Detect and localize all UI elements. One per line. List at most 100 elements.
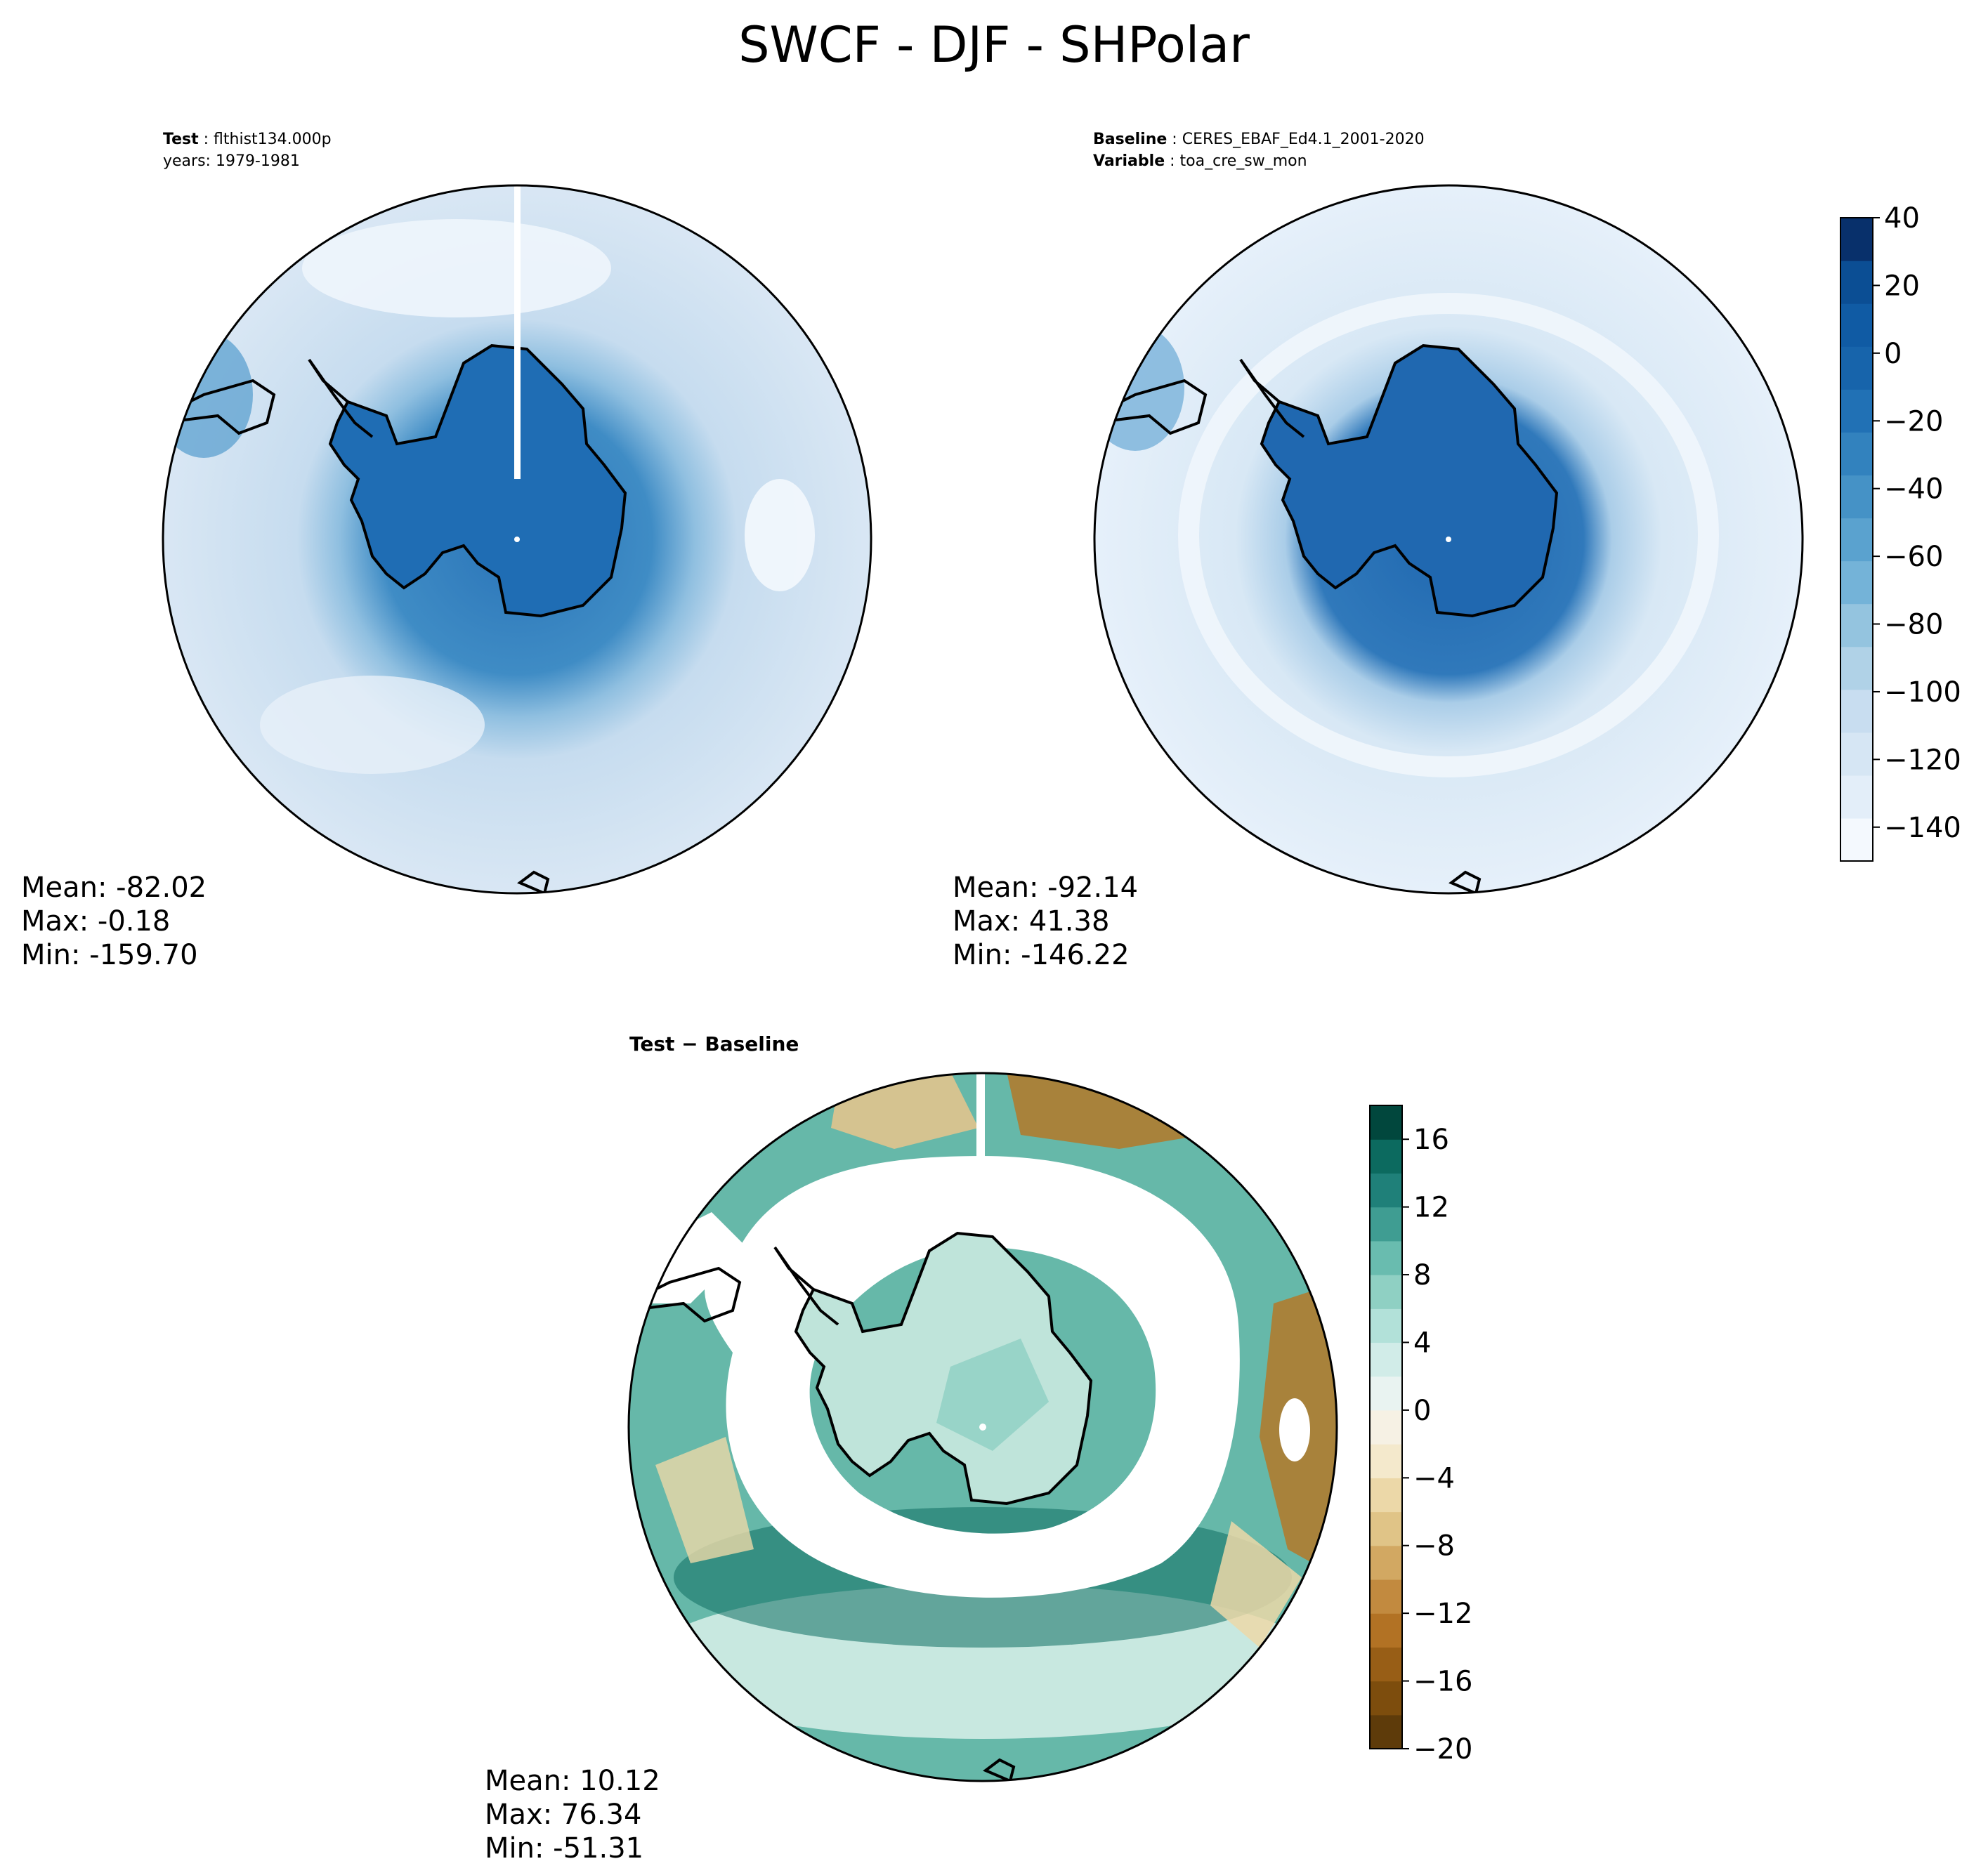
baseline-label: Baseline (1093, 131, 1168, 148)
colorbar-tick-label: 4 (1413, 1327, 1431, 1359)
test-years: years: 1979-1981 (163, 152, 300, 170)
pole-marker (979, 1424, 986, 1431)
colorbar-tick-label: −80 (1884, 609, 1943, 641)
colorbar-main-swatches (1840, 218, 1873, 862)
antarctic-peninsula (773, 1246, 839, 1326)
colorbar-swatch (1840, 432, 1873, 475)
baseline-header: Baseline : CERES_EBAF_Ed4.1_2001-2020 (1093, 131, 1425, 148)
diff-max: Max: 76.34 (485, 1799, 642, 1831)
colorbar-swatch (1370, 1376, 1402, 1411)
south-island (983, 1758, 1016, 1781)
test-stats: Mean: -82.02 Max: -0.18 Min: -159.70 (21, 871, 207, 972)
colorbar-swatch (1370, 1275, 1402, 1309)
antarctica (794, 1231, 1093, 1506)
colorbar-swatch (1370, 1308, 1402, 1343)
diff-title: Test − Baseline (629, 1032, 799, 1056)
colorbar-tick-label: −120 (1884, 744, 1961, 776)
colorbar-swatch (1370, 1173, 1402, 1208)
baseline-pale-ring (1178, 293, 1719, 777)
test-pale-patch (302, 219, 611, 317)
colorbar-swatch (1370, 1409, 1402, 1445)
baseline-max: Max: 41.38 (953, 905, 1110, 938)
test-pale-patch-east (745, 479, 815, 591)
colorbar-swatch (1370, 1613, 1402, 1648)
antarctic-peninsula (308, 358, 374, 438)
missing-data-stripe (976, 1073, 985, 1163)
colorbar-swatch (1370, 1342, 1402, 1377)
baseline-variable-row: Variable : toa_cre_sw_mon (1093, 152, 1307, 170)
diff-min: Min: -51.31 (485, 1832, 644, 1865)
colorbar-diff-swatches (1370, 1105, 1402, 1749)
colorbar-swatch (1840, 817, 1873, 862)
colorbar-tick-label: −20 (1413, 1733, 1472, 1766)
test-header: Test : flthist134.000p (163, 131, 332, 148)
test-mean: Mean: -82.02 (21, 872, 207, 904)
diff-antarctica-patch (936, 1339, 1049, 1451)
colorbar-swatch (1840, 303, 1873, 347)
colorbar-swatch (1840, 389, 1873, 433)
colorbar-tick-label: 0 (1884, 338, 1902, 370)
colorbar-tick-label: −100 (1884, 676, 1961, 709)
figure-title: SWCF - DJF - SHPolar (738, 16, 1250, 74)
south-island (1449, 870, 1482, 893)
colorbar-tick-label: −16 (1413, 1666, 1472, 1698)
colorbar-tick-label: 0 (1413, 1395, 1431, 1427)
test-max: Max: -0.18 (21, 905, 171, 938)
colorbar-diff-ticks: 16 12 8 4 0 −4 −8 −12 −16 −20 (1402, 1124, 1472, 1766)
diff-tan-east (1210, 1521, 1302, 1648)
colorbar-swatch (1840, 475, 1873, 519)
baseline-variable: toa_cre_sw_mon (1179, 152, 1307, 170)
test-name: flthist134.000p (214, 131, 332, 148)
colorbar-swatch (1840, 346, 1873, 390)
baseline-stats: Mean: -92.14 Max: 41.38 Min: -146.22 (953, 871, 1138, 972)
colorbar-main-ticks: 40 20 0 −20 −40 −60 −80 −100 −120 −140 (1873, 202, 1961, 844)
colorbar-swatch (1840, 518, 1873, 562)
colorbar-swatch (1370, 1681, 1402, 1716)
colorbar-tick-label: −8 (1413, 1530, 1455, 1563)
colorbar-main: 40 20 0 −20 −40 −60 −80 −100 −120 −140 (1840, 202, 1961, 862)
colorbar-tick-label: 20 (1884, 270, 1920, 302)
colorbar-swatch (1840, 603, 1873, 648)
colorbar-tick-label: 40 (1884, 202, 1920, 235)
colorbar-tick-label: 16 (1413, 1124, 1449, 1156)
colorbar-swatch (1840, 560, 1873, 605)
baseline-mean: Mean: -92.14 (953, 872, 1139, 904)
test-map (162, 184, 872, 895)
colorbar-tick-label: −140 (1884, 812, 1961, 844)
colorbar-swatch (1840, 689, 1873, 733)
colorbar-swatch (1370, 1647, 1402, 1682)
colorbar-swatch (1840, 732, 1873, 776)
colorbar-tick-label: −60 (1884, 541, 1943, 573)
colorbar-swatch (1370, 1714, 1402, 1749)
test-pale-patch-south (260, 676, 485, 774)
colorbar-swatch (1370, 1545, 1402, 1580)
colorbar-swatch (1370, 1579, 1402, 1614)
colorbar-swatch (1370, 1207, 1402, 1242)
test-label: Test (163, 131, 199, 148)
colorbar-swatch (1840, 218, 1873, 261)
diff-tan-southwest (655, 1437, 754, 1563)
colorbar-tick-label: −12 (1413, 1598, 1472, 1630)
colorbar-swatch (1370, 1444, 1402, 1478)
colorbar-tick-label: −20 (1884, 405, 1943, 438)
south-island (517, 870, 550, 893)
colorbar-diff: 16 12 8 4 0 −4 −8 −12 −16 −20 (1369, 1105, 1472, 1766)
missing-data-stripe (514, 185, 521, 479)
antarctica (328, 343, 627, 618)
baseline-map (1093, 184, 1804, 895)
antarctic-peninsula (1239, 358, 1305, 438)
baseline-name: CERES_EBAF_Ed4.1_2001-2020 (1182, 131, 1425, 148)
antarctica (1260, 343, 1559, 618)
colorbar-tick-label: −40 (1884, 473, 1943, 506)
diff-map (627, 1072, 1338, 1782)
baseline-variable-label: Variable (1093, 152, 1165, 170)
pole-marker (514, 537, 520, 542)
pole-marker (1446, 537, 1451, 542)
colorbar-swatch (1370, 1511, 1402, 1546)
diff-mean: Mean: 10.12 (485, 1765, 660, 1797)
colorbar-swatch (1840, 775, 1873, 819)
baseline-min: Min: -146.22 (953, 939, 1130, 971)
diff-missing-ring (705, 1156, 1240, 1598)
colorbar-swatch (1840, 261, 1873, 304)
colorbar-tick-label: −4 (1413, 1462, 1455, 1494)
